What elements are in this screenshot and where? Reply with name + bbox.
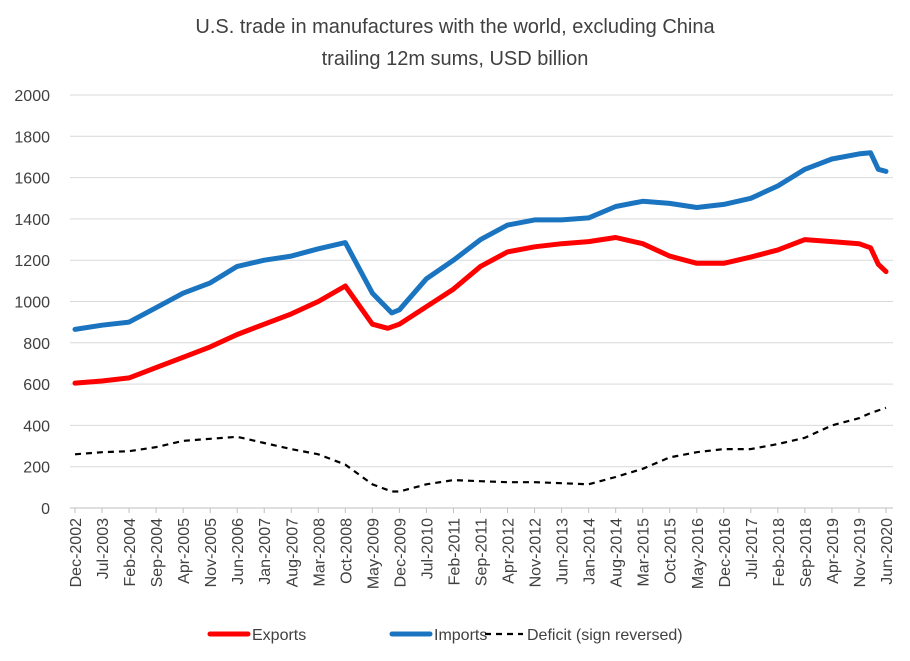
x-tick-label: Sep-2011 [474, 518, 491, 586]
y-tick-label: 1000 [14, 295, 50, 312]
y-tick-label: 200 [23, 460, 50, 477]
x-tick-label: Apr-2019 [825, 518, 842, 584]
gridlines [70, 94, 893, 468]
series-line-exports [72, 235, 889, 386]
x-tick-label: Sep-2004 [149, 518, 166, 587]
chart-subtitle: trailing 12m sums, USD billion [322, 48, 589, 70]
x-tick-label: Dec-2002 [68, 518, 85, 587]
x-tick-label: Mar-2015 [636, 518, 653, 587]
x-tick-label: Jan-2007 [257, 518, 274, 585]
x-tick-label: May-2016 [690, 518, 707, 589]
x-tick-label: Jan-2014 [582, 518, 599, 585]
x-tick-label: Dec-2016 [717, 518, 734, 587]
x-tick-label: Feb-2018 [771, 518, 788, 587]
y-tick-label: 1200 [14, 253, 50, 270]
x-axis [70, 507, 893, 513]
x-tick-label: Jun-2013 [555, 518, 572, 585]
x-tick-label: Apr-2012 [501, 518, 518, 584]
x-axis-ticks: Dec-2002 Jul-2003 Feb-2004 Sep-2004 Apr-2005… [68, 518, 896, 589]
x-tick-label: May-2009 [365, 518, 382, 589]
legend-label: Imports [434, 627, 487, 644]
y-tick-label: 1600 [14, 171, 50, 188]
y-tick-label: 800 [23, 336, 50, 353]
x-tick-label: Oct-2008 [338, 518, 355, 584]
chart-title: U.S. trade in manufactures with the worl… [195, 16, 715, 38]
y-tick-label: 2000 [14, 88, 50, 105]
x-tick-label: Oct-2015 [663, 518, 680, 584]
x-tick-label: Feb-2011 [446, 518, 463, 585]
x-tick-label: Mar-2008 [311, 518, 328, 587]
y-tick-label: 0 [41, 501, 50, 518]
x-tick-label: Aug-2014 [609, 518, 626, 587]
y-tick-label: 1800 [14, 129, 50, 146]
series-lines [72, 150, 889, 493]
x-tick-label: Jul-2017 [744, 518, 761, 579]
legend-label: Exports [252, 627, 306, 644]
y-axis-ticks: 0 200 400 600 800 1000 1200 1400 1600 1800 2000 [14, 88, 50, 518]
x-tick-label: Aug-2007 [284, 518, 301, 587]
y-tick-label: 1400 [14, 212, 50, 229]
legend-label: Deficit (sign reversed) [527, 627, 683, 644]
x-tick-label: Sep-2018 [798, 518, 815, 587]
series-line-deficit [74, 406, 887, 493]
x-tick-label: Nov-2012 [528, 518, 545, 587]
x-tick-label: Apr-2005 [176, 518, 193, 584]
x-tick-label: Jun-2006 [230, 518, 247, 585]
x-tick-label: Dec-2009 [392, 518, 409, 587]
series-line-imports [72, 150, 889, 332]
x-tick-label: Jun-2020 [879, 518, 896, 585]
y-tick-label: 600 [23, 377, 50, 394]
x-tick-label: Nov-2019 [852, 518, 869, 587]
x-tick-label: Jul-2003 [95, 518, 112, 579]
x-tick-label: Jul-2010 [419, 518, 436, 579]
y-tick-label: 400 [23, 418, 50, 435]
x-tick-label: Feb-2004 [122, 518, 139, 587]
legend: Exports Imports Deficit (sign reversed) [207, 627, 683, 644]
x-tick-label: Nov-2005 [203, 518, 220, 587]
